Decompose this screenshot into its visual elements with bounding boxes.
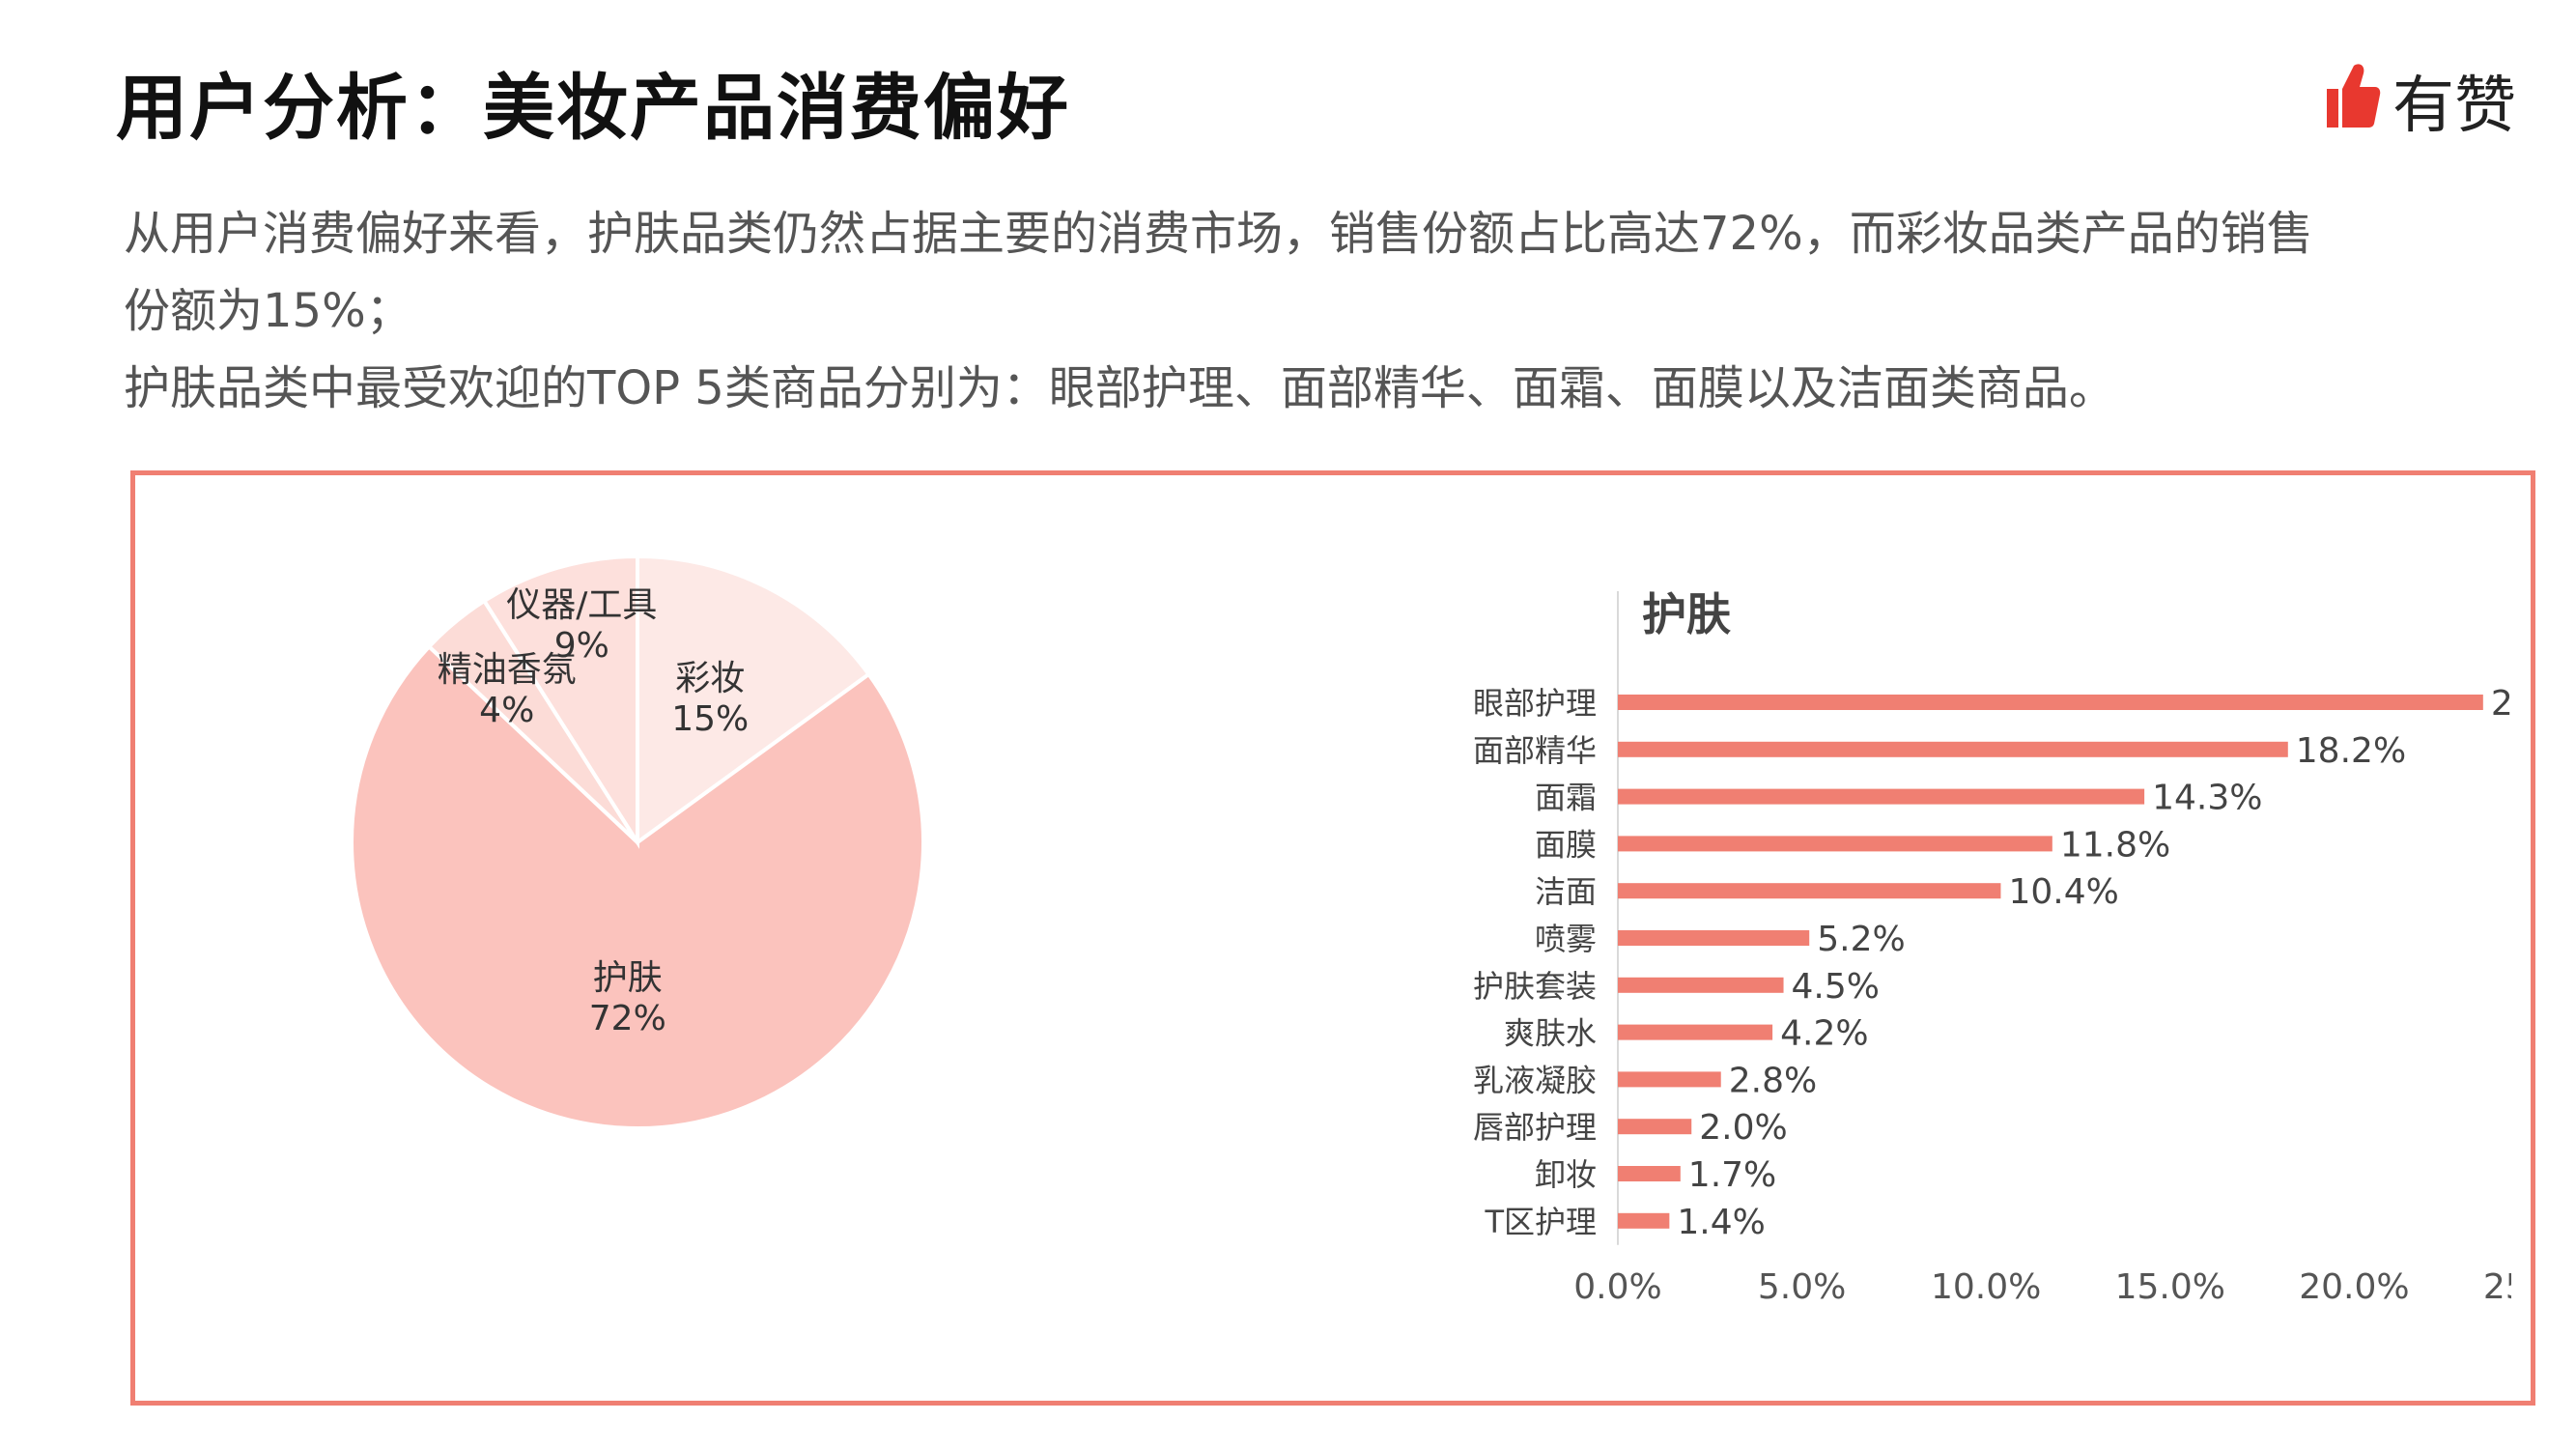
bar-value-label: 5.2% — [1817, 920, 1905, 959]
bar-value-label: 1.7% — [1688, 1155, 1776, 1195]
pie-slice-label: 护肤 72% — [589, 958, 666, 1039]
bar-category-label: 卸妆 — [1535, 1156, 1597, 1193]
bar-value-label: 14.3% — [2152, 779, 2262, 818]
bar — [1618, 1119, 1692, 1135]
pie-slice — [350, 643, 925, 1130]
bar-value-label: 10.4% — [2008, 872, 2118, 912]
pie-slice-value: 72% — [588, 999, 666, 1039]
bar-value-label: 18.2% — [2296, 731, 2406, 771]
pie-slice-label: 仪器/工具 9% — [506, 585, 657, 667]
bar-category-label: 唇部护理 — [1473, 1109, 1597, 1146]
pie-slice-name: 精油香氛 — [437, 650, 577, 691]
bar-category-label: 喷雾 — [1535, 921, 1597, 957]
bar-category-label: 洁面 — [1535, 873, 1597, 910]
bar — [1618, 1166, 1681, 1181]
bar-value-label: 2.0% — [1699, 1108, 1787, 1148]
pie-slice-name: 仪器/工具 — [506, 585, 658, 626]
pie-chart-svg — [350, 554, 925, 1130]
bar — [1618, 930, 1810, 946]
bar-category-label: T区护理 — [1484, 1204, 1597, 1240]
bar-category-label: 面膜 — [1535, 826, 1597, 863]
x-tick-label: 0.0% — [1573, 1267, 1661, 1306]
bar — [1618, 1024, 1773, 1040]
bar-category-label: 眼部护理 — [1473, 685, 1597, 722]
bar — [1618, 977, 1784, 993]
x-tick-label: 10.0% — [1931, 1267, 2041, 1306]
pie-slice-name: 护肤 — [592, 958, 663, 999]
pie-slice — [636, 554, 872, 846]
bar-category-label: 爽肤水 — [1504, 1015, 1597, 1052]
description-line: 护肤品类中最受欢迎的TOP 5类商品分别为：眼部护理、面部精华、面霜、面膜以及洁… — [124, 361, 2115, 415]
bar — [1618, 788, 2145, 805]
bar-category-label: 面霜 — [1535, 780, 1597, 816]
bar-value-label: 11.8% — [2060, 825, 2170, 865]
x-tick-label: 15.0% — [2115, 1267, 2225, 1306]
bar-value-label: 2.8% — [1729, 1061, 1817, 1100]
bar — [1618, 836, 2052, 852]
bar — [1618, 741, 2288, 757]
bar — [1618, 1071, 1721, 1088]
bar — [1618, 1212, 1670, 1229]
x-tick-label: 5.0% — [1758, 1267, 1846, 1306]
bar-value-label: 23.5% — [2491, 684, 2511, 724]
pie-slice-value: 15% — [671, 699, 750, 740]
bar-category-label: 面部精华 — [1473, 732, 1597, 769]
bar-category-label: 护肤套装 — [1473, 968, 1597, 1005]
bar-chart-title: 护肤 — [1642, 588, 1731, 640]
page-title: 用户分析：美妆产品消费偏好 — [116, 67, 1070, 150]
description-line: 份额为15%； — [124, 284, 412, 338]
x-tick-label: 20.0% — [2299, 1267, 2409, 1306]
pie-slice-value: 9% — [553, 626, 609, 667]
pie-slice-value: 4% — [479, 691, 535, 731]
bar-value-label: 1.4% — [1677, 1203, 1765, 1242]
bar-value-label: 4.5% — [1792, 967, 1880, 1007]
pie-slice-name: 彩妆 — [675, 659, 746, 699]
pie-slice-label: 彩妆 15% — [671, 659, 749, 740]
bar — [1618, 883, 2001, 899]
pie-chart: 彩妆 15% 护肤 72% 精油香氛 4% 仪器/工具 9% — [348, 553, 927, 1132]
description-line: 从用户消费偏好来看，护肤品类仍然占据主要的消费市场，销售份额占比高达72%，而彩… — [124, 207, 2313, 261]
bar-value-label: 4.2% — [1780, 1014, 1868, 1054]
x-tick-label: 25.0% — [2483, 1267, 2511, 1306]
thumbs-up-icon — [2327, 64, 2381, 128]
bar-category-label: 乳液凝胶 — [1473, 1062, 1597, 1098]
bar — [1618, 695, 2483, 710]
pie-slice — [481, 554, 639, 849]
description: 从用户消费偏好来看，护肤品类仍然占据主要的消费市场，销售份额占比高达72%，而彩… — [124, 195, 2500, 427]
pie-slice-label: 精油香氛 4% — [438, 650, 577, 731]
brand-logo-text: 有赞 — [2392, 71, 2516, 142]
